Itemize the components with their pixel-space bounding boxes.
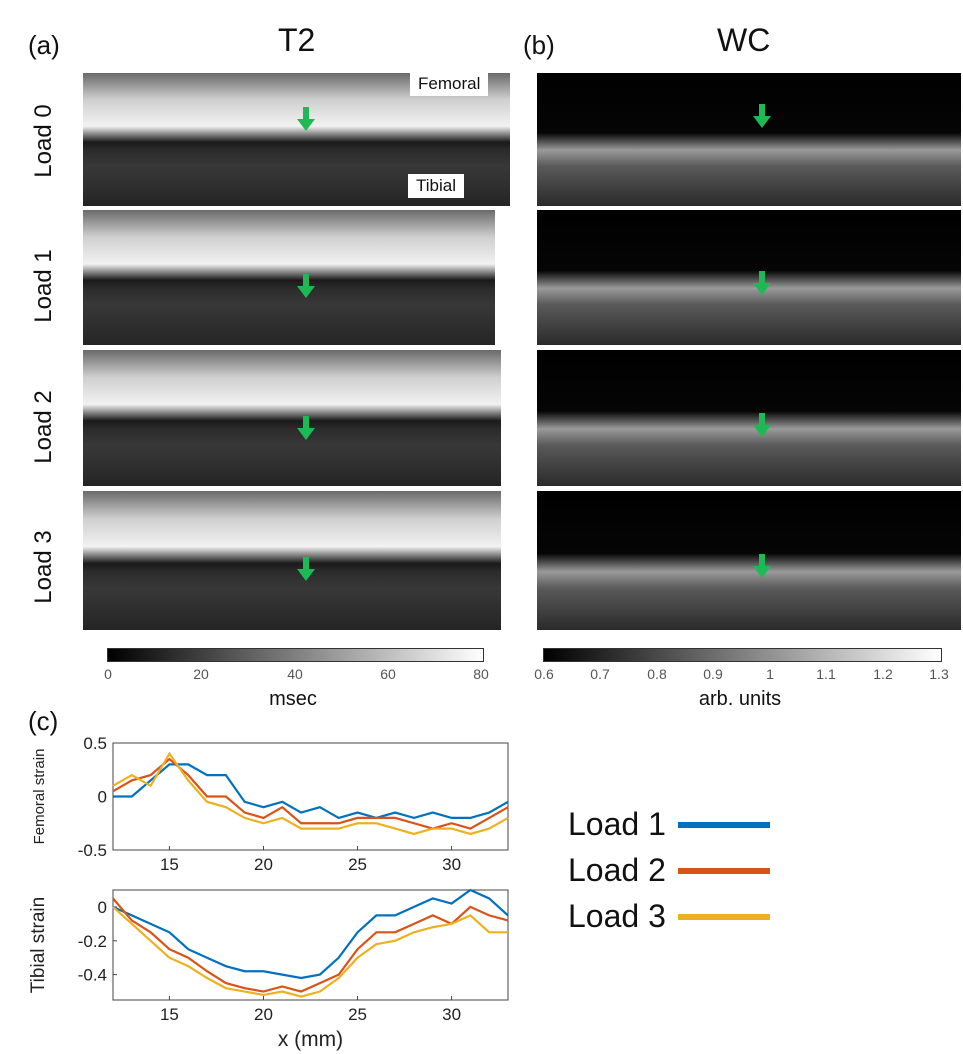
y-tick-label: -0.2	[78, 932, 107, 951]
x-tick-label: 20	[254, 855, 273, 874]
x-tick-label: 25	[348, 1005, 367, 1024]
wc-colorbar-tick: 0.7	[590, 666, 610, 682]
femoral-strain-chart: 15 20 25 30 0.5 0 -0.5 Femoral strain	[31, 734, 509, 874]
tibial-tag: Tibial	[408, 174, 464, 198]
series-line-1	[113, 763, 509, 820]
panel-c-letter: (c)	[28, 706, 59, 736]
t2-colorbar-tick: 0	[104, 666, 112, 682]
t2-colorbar	[107, 648, 484, 662]
y-tick-label: 0.5	[83, 734, 107, 753]
y-axis-label: Femoral strain	[31, 749, 48, 845]
t2-image-load-2	[83, 350, 501, 486]
legend-swatch	[678, 867, 770, 874]
legend-item-load-3: Load 3	[568, 898, 770, 935]
series-line-2	[112, 897, 509, 993]
legend-item-load-2: Load 2	[568, 852, 770, 889]
t2-colorbar-title: msec	[269, 688, 317, 710]
y-tick-label: -0.4	[78, 966, 107, 985]
y-tick-label: 0	[98, 898, 107, 917]
plot-frame	[112, 889, 509, 1001]
wc-colorbar-tick: 0.6	[534, 666, 554, 682]
y-axis-label: Tibial strain	[28, 897, 49, 993]
x-tick-label: 30	[442, 1005, 461, 1024]
legend-label: Load 2	[568, 852, 666, 888]
wc-colorbar-tick: 0.8	[647, 666, 667, 682]
row-label-load-1: Load 1	[30, 249, 57, 323]
y-tick-label: -0.5	[78, 841, 107, 860]
row-label-load-0: Load 0	[30, 104, 57, 178]
t2-colorbar-tick: 60	[380, 666, 396, 682]
series-line-3	[112, 751, 509, 836]
legend-swatch	[678, 913, 770, 920]
wc-colorbar-tick: 1.2	[873, 666, 893, 682]
tibial-strain-chart: 15 20 25 30 0 -0.2 -0.4 Tibial strain x (mm)	[28, 888, 509, 1051]
legend-swatch	[678, 821, 770, 828]
wc-colorbar-title: arb. units	[698, 688, 782, 710]
x-tick-label: 30	[442, 855, 461, 874]
t2-colorbar-tick: 80	[473, 666, 489, 682]
t2-image-load-1	[83, 210, 495, 345]
wc-colorbar-tick: 0.9	[703, 666, 723, 682]
wc-colorbar	[543, 648, 942, 662]
panel-a-letter: (a)	[28, 30, 60, 60]
row-label-load-3: Load 3	[30, 530, 57, 604]
x-tick-label: 15	[160, 1005, 179, 1024]
wc-column-title: WC	[717, 22, 771, 58]
femoral-tag: Femoral	[410, 72, 489, 96]
series-line-1	[112, 888, 509, 980]
t2-column-title: T2	[278, 22, 316, 58]
panel-b-letter: (b)	[523, 30, 555, 60]
wc-image-load-0	[537, 73, 961, 206]
x-tick-label: 15	[160, 855, 179, 874]
wc-image-load-1	[537, 210, 961, 345]
legend-label: Load 1	[568, 806, 666, 842]
wc-image-load-3	[537, 491, 961, 630]
row-label-load-2: Load 2	[30, 390, 57, 464]
y-tick-label: 0	[98, 788, 107, 807]
wc-colorbar-tick: 1.3	[929, 666, 949, 682]
t2-colorbar-tick: 40	[287, 666, 303, 682]
x-tick-label: 25	[348, 855, 367, 874]
x-tick-label: 20	[254, 1005, 273, 1024]
wc-colorbar-tick: 1.1	[816, 666, 836, 682]
t2-colorbar-tick: 20	[193, 666, 209, 682]
strain-charts: 15 20 25 30 0.5 0 -0.5 Femoral strain 15 20 25 30 0…	[28, 734, 509, 1051]
wc-colorbar-tick: 1	[766, 666, 774, 682]
wc-image-load-2	[537, 350, 961, 486]
legend-item-load-1: Load 1	[568, 806, 770, 843]
x-axis-label: x (mm)	[278, 1028, 343, 1051]
series-line-3	[112, 906, 508, 998]
legend-label: Load 3	[568, 898, 666, 934]
t2-image-load-3	[83, 491, 501, 630]
